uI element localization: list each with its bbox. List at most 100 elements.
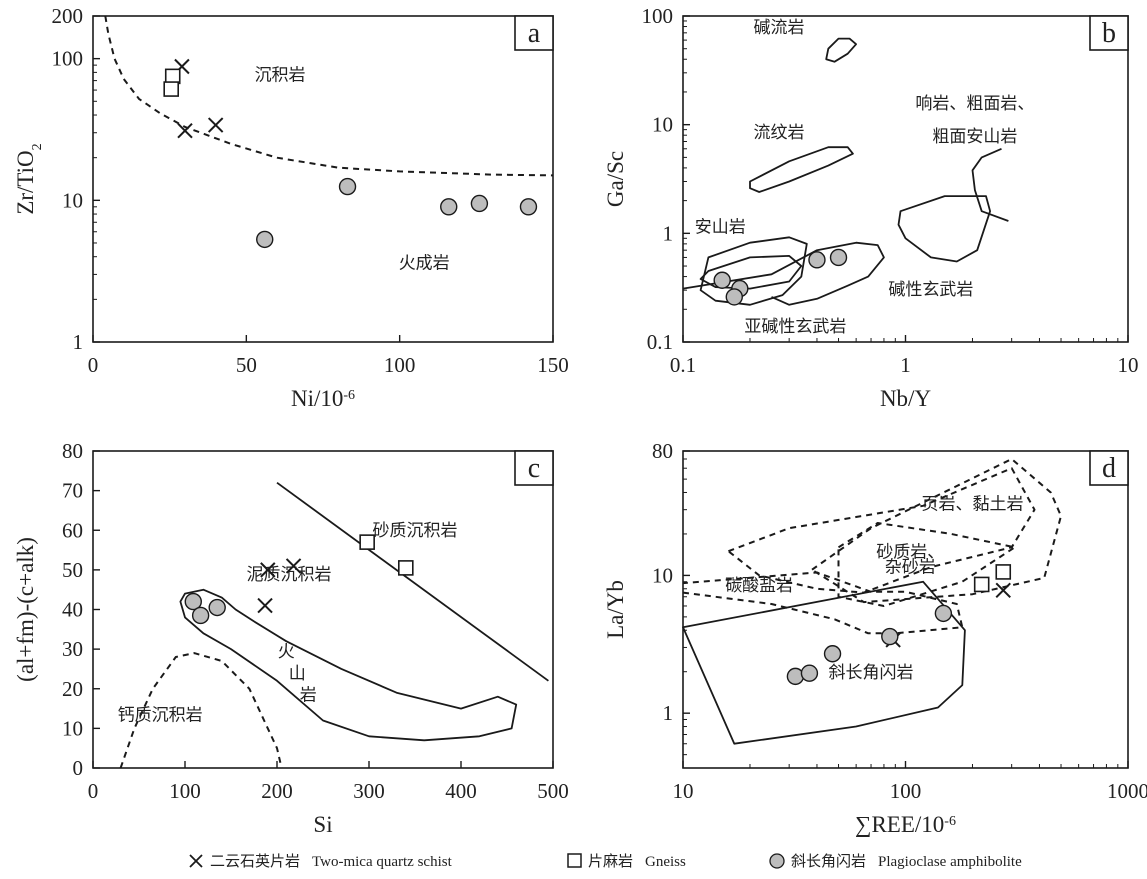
region-label: 岩 bbox=[300, 686, 317, 705]
data-point-square bbox=[359, 534, 375, 550]
x-tick-label: 10 bbox=[1118, 353, 1139, 377]
region-label: 页岩、黏土岩 bbox=[921, 495, 1023, 514]
data-point-circle bbox=[713, 271, 731, 289]
data-point-circle bbox=[934, 604, 953, 623]
y-tick-label: 100 bbox=[642, 4, 674, 28]
data-point-x bbox=[257, 597, 273, 614]
panel-letter-box bbox=[1089, 450, 1129, 486]
y-tick-label: 1 bbox=[73, 330, 84, 354]
x-tick-label: 100 bbox=[169, 779, 201, 803]
y-tick-label: 200 bbox=[52, 4, 84, 28]
field-boundary bbox=[179, 588, 518, 742]
panel-letter: b bbox=[1102, 18, 1116, 49]
region-label: 杂砂岩 bbox=[885, 557, 936, 576]
x-marker-stroke bbox=[177, 123, 193, 139]
field-boundary bbox=[897, 195, 991, 263]
legend-entry: 斜长角闪岩 Plagioclase amphibolite bbox=[791, 853, 1022, 870]
y-axis-label: (al+fm)-(c+alk) bbox=[13, 537, 38, 682]
series-square bbox=[973, 564, 1012, 593]
region-label: 亚碱性玄武岩 bbox=[744, 317, 846, 336]
series-x bbox=[174, 58, 224, 139]
field-boundary bbox=[727, 467, 1036, 594]
y-tick-label: 80 bbox=[62, 439, 83, 463]
x-axis-label: Ni/10-6 bbox=[291, 386, 355, 411]
x-tick-label: 0 bbox=[88, 779, 99, 803]
y-tick-label: 20 bbox=[62, 677, 83, 701]
data-point-circle bbox=[823, 645, 842, 663]
field-boundary bbox=[699, 236, 808, 306]
data-point-circle bbox=[725, 288, 743, 306]
series-circle bbox=[184, 592, 226, 625]
legend-x-icon bbox=[189, 854, 203, 868]
data-point-circle bbox=[208, 598, 226, 617]
y-axis-label: Zr/TiO2 bbox=[13, 143, 45, 214]
y-tick-label: 10 bbox=[62, 716, 83, 740]
x-axis-label-superscript: -6 bbox=[343, 388, 355, 403]
y-tick-label: 40 bbox=[62, 598, 83, 622]
legend-label-zh: 斜长角闪岩 bbox=[791, 853, 866, 870]
y-tick-label: 10 bbox=[652, 563, 673, 587]
x-marker-stroke bbox=[995, 582, 1011, 598]
x-tick-label: 0.1 bbox=[670, 353, 696, 377]
field-boundary bbox=[699, 255, 803, 290]
data-point-circle bbox=[829, 248, 848, 267]
x-tick-label: 200 bbox=[261, 779, 293, 803]
panel-letter-box bbox=[1089, 15, 1129, 51]
region-label: 砂质沉积岩 bbox=[373, 521, 458, 540]
legend-label-zh: 片麻岩 bbox=[588, 853, 633, 870]
data-point-circle bbox=[256, 230, 274, 249]
y-axis-label-text: Zr/TiO bbox=[13, 150, 38, 214]
legend-circle-icon bbox=[769, 853, 785, 869]
data-point-square bbox=[163, 81, 179, 97]
x-tick-label: 50 bbox=[236, 353, 257, 377]
legend-label-zh: 二云石英片岩 bbox=[210, 852, 300, 870]
region-label: 砂质岩、 bbox=[876, 542, 944, 561]
legend: 二云石英片岩 Two-mica quartz schist 片麻岩 Gneiss 斜长角… bbox=[189, 852, 1022, 870]
y-tick-label: 80 bbox=[652, 439, 673, 463]
panel-letter: d bbox=[1102, 453, 1116, 484]
y-tick-label: 50 bbox=[62, 558, 83, 582]
x-axis-label: Nb/Y bbox=[880, 386, 932, 411]
data-point-circle bbox=[191, 606, 210, 625]
y-tick-label: 1 bbox=[663, 701, 674, 725]
panel-letter-box bbox=[514, 450, 554, 486]
y-axis-label-subscript: 2 bbox=[30, 143, 45, 150]
region-label: 碱流岩 bbox=[753, 18, 804, 37]
field-boundary bbox=[749, 146, 854, 193]
legend-x-stroke bbox=[189, 854, 203, 868]
data-point-square bbox=[397, 560, 414, 576]
legend-label-en: Gneiss bbox=[645, 854, 686, 870]
x-marker-stroke bbox=[285, 558, 302, 574]
region-label: 碱性玄武岩 bbox=[888, 280, 973, 299]
x-marker-stroke bbox=[257, 597, 273, 614]
plot-frame bbox=[92, 15, 554, 343]
legend-label-en: Plagioclase amphibolite bbox=[878, 854, 1022, 870]
panel-c: 0 100 200 300 400 500 0 10 20 30 40 50 60 70 80 Si (al+f… bbox=[13, 439, 569, 837]
field-boundary bbox=[682, 241, 885, 306]
x-marker-stroke bbox=[207, 117, 224, 133]
data-point-x bbox=[285, 558, 302, 574]
region-label: 流纹岩 bbox=[753, 123, 804, 142]
x-tick-label: 150 bbox=[537, 353, 569, 377]
x-axis-label-text: ∑REE/10 bbox=[855, 812, 944, 837]
x-tick-label: 1000 bbox=[1107, 779, 1147, 803]
x-axis-label-text: Nb/Y bbox=[880, 386, 932, 411]
plot-frame bbox=[682, 450, 1129, 769]
panel-letter-box bbox=[514, 15, 554, 51]
region-label: 粗面安山岩 bbox=[932, 127, 1017, 146]
y-tick-label: 0 bbox=[73, 756, 84, 780]
y-tick-label: 100 bbox=[52, 47, 84, 71]
y-axis-label-text: Ga/Sc bbox=[603, 151, 628, 207]
region-label: 山 bbox=[289, 664, 306, 683]
data-point-circle bbox=[184, 592, 202, 611]
x-marker-stroke bbox=[260, 562, 276, 578]
x-axis-label: Si bbox=[313, 812, 332, 837]
x-tick-label: 10 bbox=[673, 779, 694, 803]
series-circle bbox=[786, 604, 953, 686]
x-tick-label: 500 bbox=[537, 779, 569, 803]
y-axis-label-text: La/Yb bbox=[603, 580, 628, 639]
y-tick-label: 10 bbox=[62, 188, 83, 212]
